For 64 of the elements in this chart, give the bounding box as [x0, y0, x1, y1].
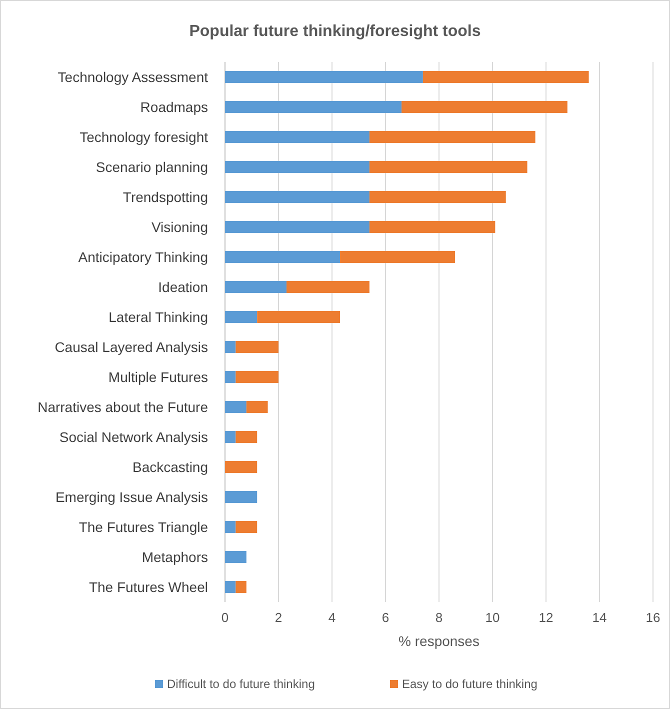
- bar: [286, 281, 370, 293]
- x-tick-label: 16: [646, 610, 660, 625]
- y-tick-label: Scenario planning: [96, 158, 208, 175]
- bar: [369, 191, 506, 203]
- bar: [225, 371, 236, 383]
- bar: [257, 311, 340, 323]
- x-tick-label: 10: [485, 610, 500, 625]
- bar: [225, 251, 340, 263]
- bar: [225, 191, 370, 203]
- bar: [225, 131, 370, 143]
- bar: [225, 71, 423, 83]
- bar: [225, 101, 402, 113]
- y-tick-label: The Futures Triangle: [78, 518, 208, 535]
- bar: [225, 521, 236, 533]
- y-tick-label: Technology foresight: [80, 128, 208, 145]
- y-tick-label: Multiple Futures: [108, 368, 208, 385]
- y-tick-label: Emerging Issue Analysis: [55, 488, 208, 505]
- bar: [225, 311, 258, 323]
- y-tick-label: Causal Layered Analysis: [54, 338, 208, 355]
- y-tick-label: Technology Assessment: [58, 68, 208, 85]
- chart-title: Popular future thinking/foresight tools: [189, 23, 481, 40]
- bar: [225, 161, 370, 173]
- y-tick-label: Trendspotting: [122, 188, 208, 205]
- bar: [225, 221, 370, 233]
- bar: [236, 341, 278, 353]
- bar: [246, 401, 268, 413]
- bar: [225, 581, 236, 593]
- y-tick-label: Visioning: [151, 218, 208, 235]
- legend-label: Difficult to do future thinking: [167, 677, 315, 691]
- x-tick-label: 2: [274, 610, 282, 625]
- bar: [369, 161, 528, 173]
- x-tick-label: 8: [435, 610, 443, 625]
- bar: [340, 251, 456, 263]
- bar: [422, 71, 589, 83]
- bar: [236, 431, 258, 443]
- x-axis-title: % responses: [398, 633, 480, 649]
- legend-label: Easy to do future thinking: [402, 677, 538, 691]
- bar: [225, 341, 236, 353]
- y-tick-label: The Futures Wheel: [88, 578, 208, 595]
- x-tick-label: 12: [538, 610, 554, 625]
- bar: [225, 431, 236, 443]
- x-tick-label: 14: [592, 610, 607, 625]
- y-tick-label: Anticipatory Thinking: [78, 248, 208, 265]
- x-tick-label: 6: [382, 610, 390, 625]
- bar: [236, 521, 258, 533]
- bar: [369, 221, 496, 233]
- x-tick-label: 0: [221, 610, 229, 625]
- bar: [225, 461, 258, 473]
- y-tick-label: Social Network Analysis: [59, 428, 208, 445]
- bar: [236, 371, 278, 383]
- bar: [225, 551, 246, 563]
- bar: [225, 401, 246, 413]
- y-tick-label: Ideation: [158, 278, 208, 295]
- bar: [225, 491, 258, 503]
- y-tick-label: Narratives about the Future: [38, 398, 208, 415]
- y-tick-label: Lateral Thinking: [108, 308, 208, 325]
- bar: [369, 131, 536, 143]
- x-tick-label: 4: [328, 610, 336, 625]
- bar: [225, 281, 287, 293]
- bar: [402, 101, 568, 113]
- y-tick-label: Metaphors: [142, 548, 208, 565]
- bar: [236, 581, 246, 593]
- y-tick-label: Roadmaps: [140, 98, 208, 115]
- y-tick-label: Backcasting: [132, 458, 208, 475]
